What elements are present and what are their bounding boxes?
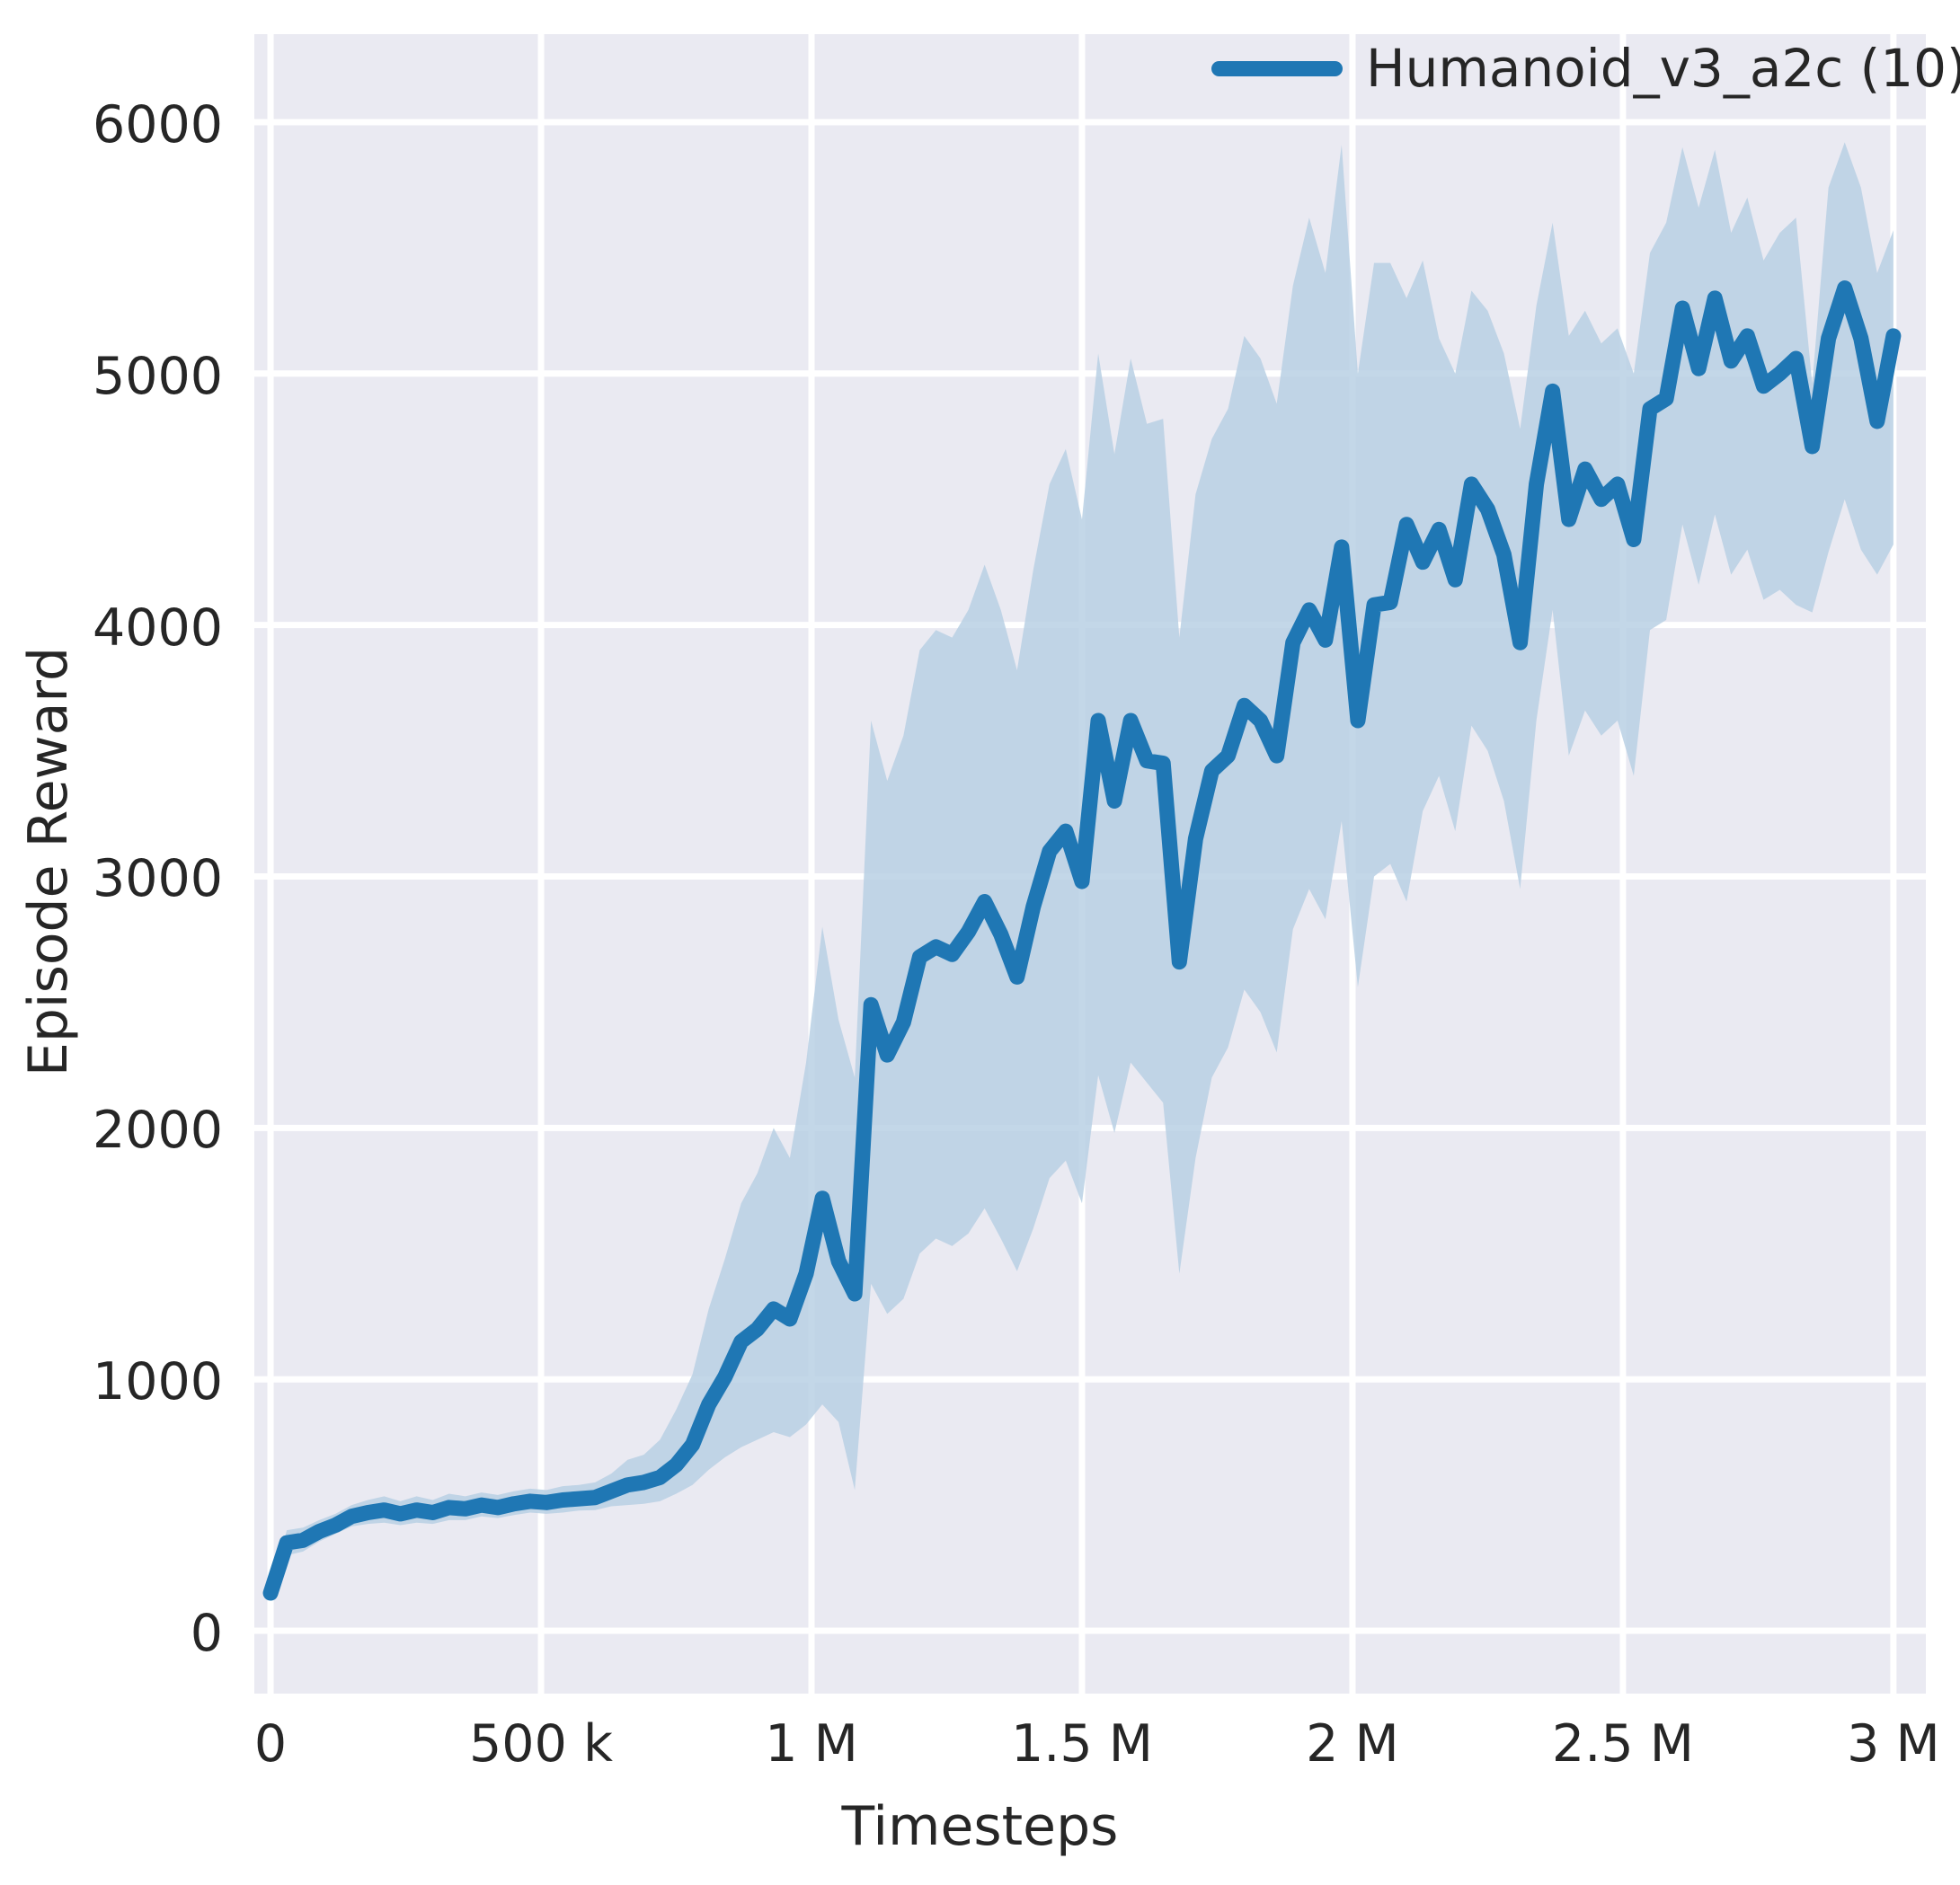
- y-tick-label-1000: 1000: [92, 1352, 223, 1412]
- x-tick-label-3: 1.5 M: [1010, 1714, 1153, 1774]
- chart-svg: [254, 34, 1926, 1694]
- x-tick-label-5: 2.5 M: [1551, 1714, 1694, 1774]
- legend-line-swatch: [1211, 60, 1343, 76]
- plot-area: [254, 34, 1926, 1694]
- chart-legend: Humanoid_v3_a2c (10): [1211, 40, 1960, 97]
- x-tick-label-4: 2 M: [1306, 1714, 1399, 1774]
- y-axis-label: Episode Reward: [17, 646, 80, 1077]
- x-tick-label-1: 500 k: [469, 1714, 613, 1774]
- y-tick-label-6000: 6000: [92, 94, 223, 155]
- x-axis-label: Timesteps: [841, 1795, 1119, 1858]
- y-tick-label-2000: 2000: [92, 1101, 223, 1161]
- legend-label: Humanoid_v3_a2c (10): [1366, 38, 1960, 99]
- y-tick-label-4000: 4000: [92, 597, 223, 658]
- y-tick-label-3000: 3000: [92, 849, 223, 909]
- series-line-0: [262, 280, 1902, 1601]
- y-tick-label-0: 0: [190, 1604, 223, 1664]
- x-tick-label-6: 3 M: [1847, 1714, 1940, 1774]
- y-tick-label-5000: 5000: [92, 346, 223, 406]
- x-tick-label-2: 1 M: [765, 1714, 858, 1774]
- x-tick-label-0: 0: [253, 1714, 288, 1774]
